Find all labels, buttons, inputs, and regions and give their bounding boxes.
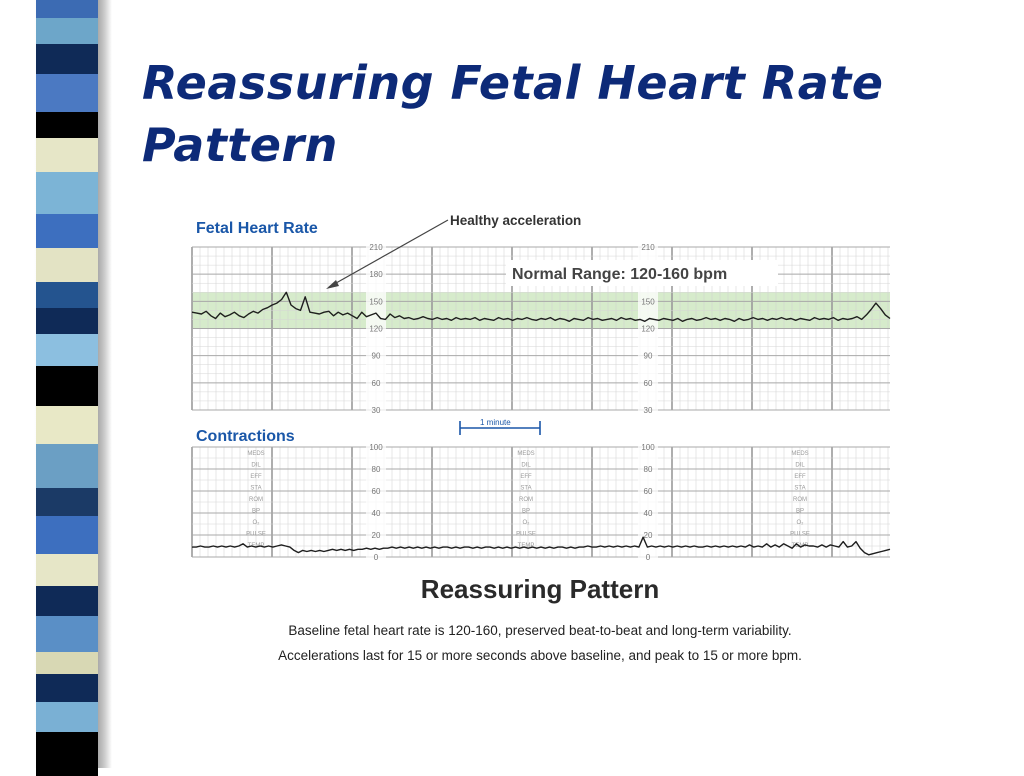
annotation-arrowhead [326, 280, 339, 289]
contractions-tick-label: 80 [644, 465, 653, 474]
contractions-label: Contractions [196, 428, 295, 445]
stamp-label: BP [796, 509, 804, 515]
fhr-grid [191, 246, 890, 411]
stamp-label: STA [250, 486, 261, 492]
decorative-stripe-bar [36, 0, 98, 776]
contractions-tick-label: 40 [644, 509, 653, 518]
fhr-tick-label: 30 [644, 406, 653, 415]
stamp-label: MEDS [791, 451, 808, 457]
stamp-label: PULSE [246, 532, 266, 538]
chart-paper-stamps: MEDS DIL EFF STA ROM BP O₂ PULSE TEMP MEDS DIL EFF S… [246, 451, 810, 549]
one-minute-label: 1 minute [480, 418, 511, 427]
contractions-tick-label: 60 [644, 487, 653, 496]
fhr-tick-label: 150 [641, 297, 655, 306]
fhr-tick-label: 90 [372, 352, 381, 361]
caption-title: Reassuring Pattern [421, 574, 659, 604]
stamp-label: ROM [249, 497, 263, 503]
contractions-tick-label: 20 [644, 531, 653, 540]
acceleration-annotation: Healthy acceleration [450, 213, 581, 228]
stamp-label: EFF [520, 474, 532, 480]
stamp-label: MEDS [247, 451, 264, 457]
stamp-label: DIL [795, 463, 805, 469]
one-minute-marker: 1 minute [459, 418, 541, 435]
fhr-tick-label: 60 [644, 379, 653, 388]
slide-title-line-2: Pattern [142, 118, 338, 172]
fhr-tick-label: 90 [644, 352, 653, 361]
stamp-label: TEMP [248, 543, 265, 549]
normal-range-label: Normal Range: 120-160 bpm [512, 266, 727, 283]
stamp-label: PULSE [790, 532, 810, 538]
fhr-trace [191, 291, 891, 322]
stamp-label: TEMP [518, 543, 535, 549]
contractions-tick-label: 40 [372, 509, 381, 518]
slide-title: Reassuring Fetal Heart Rate Pattern [142, 52, 962, 176]
stamp-label: BP [252, 509, 260, 515]
contractions-tick-label: 100 [369, 443, 383, 452]
stamp-label: EFF [794, 474, 806, 480]
fhr-tick-label: 120 [369, 325, 383, 334]
contractions-tick-label: 60 [372, 487, 381, 496]
annotation-leader-line [328, 219, 449, 288]
normal-range-label-bg [506, 260, 778, 286]
fhr-tick-label: 180 [369, 270, 383, 279]
stamp-label: BP [522, 509, 530, 515]
stamp-label: MEDS [517, 451, 534, 457]
stamp-label: ROM [793, 497, 807, 503]
fhr-tick-label: 210 [641, 243, 655, 252]
stamp-label: PULSE [516, 532, 536, 538]
stamp-label: EFF [250, 474, 262, 480]
caption-line-2: Accelerations last for 15 or more second… [278, 648, 802, 663]
contractions-tick-label: 20 [372, 531, 381, 540]
fhr-tick-label: 150 [369, 297, 383, 306]
stamp-label: ROM [519, 497, 533, 503]
stamp-label: O₂ [253, 520, 261, 526]
fhr-label: Fetal Heart Rate [196, 220, 318, 237]
contractions-axis-ticks: 100 80 60 40 20 0 100 80 60 40 20 0 [366, 443, 658, 562]
contractions-trace [192, 536, 891, 556]
fhr-tick-label: 210 [369, 243, 383, 252]
caption-line-1: Baseline fetal heart rate is 120-160, pr… [288, 623, 791, 638]
fhr-tick-label: 60 [372, 379, 381, 388]
contractions-tick-label: 0 [646, 553, 651, 562]
contractions-tick-label: 80 [372, 465, 381, 474]
fhr-tick-label: 120 [641, 325, 655, 334]
fetal-monitor-strip: 210180150120906030210180150120906030 100… [191, 213, 891, 663]
fetal-monitor-figure: 210180150120906030210180150120906030 100… [190, 205, 900, 675]
stamp-label: STA [794, 486, 805, 492]
stamp-label: DIL [521, 463, 531, 469]
stamp-label: O₂ [797, 520, 805, 526]
slide-title-line-1: Reassuring Fetal Heart Rate [142, 56, 884, 110]
contractions-tick-label: 0 [374, 553, 379, 562]
contractions-tick-label: 100 [641, 443, 655, 452]
fhr-tick-label: 30 [372, 406, 381, 415]
stamp-label: O₂ [523, 520, 531, 526]
stamp-label: DIL [251, 463, 261, 469]
stamp-label: STA [520, 486, 531, 492]
contractions-grid [191, 446, 890, 558]
